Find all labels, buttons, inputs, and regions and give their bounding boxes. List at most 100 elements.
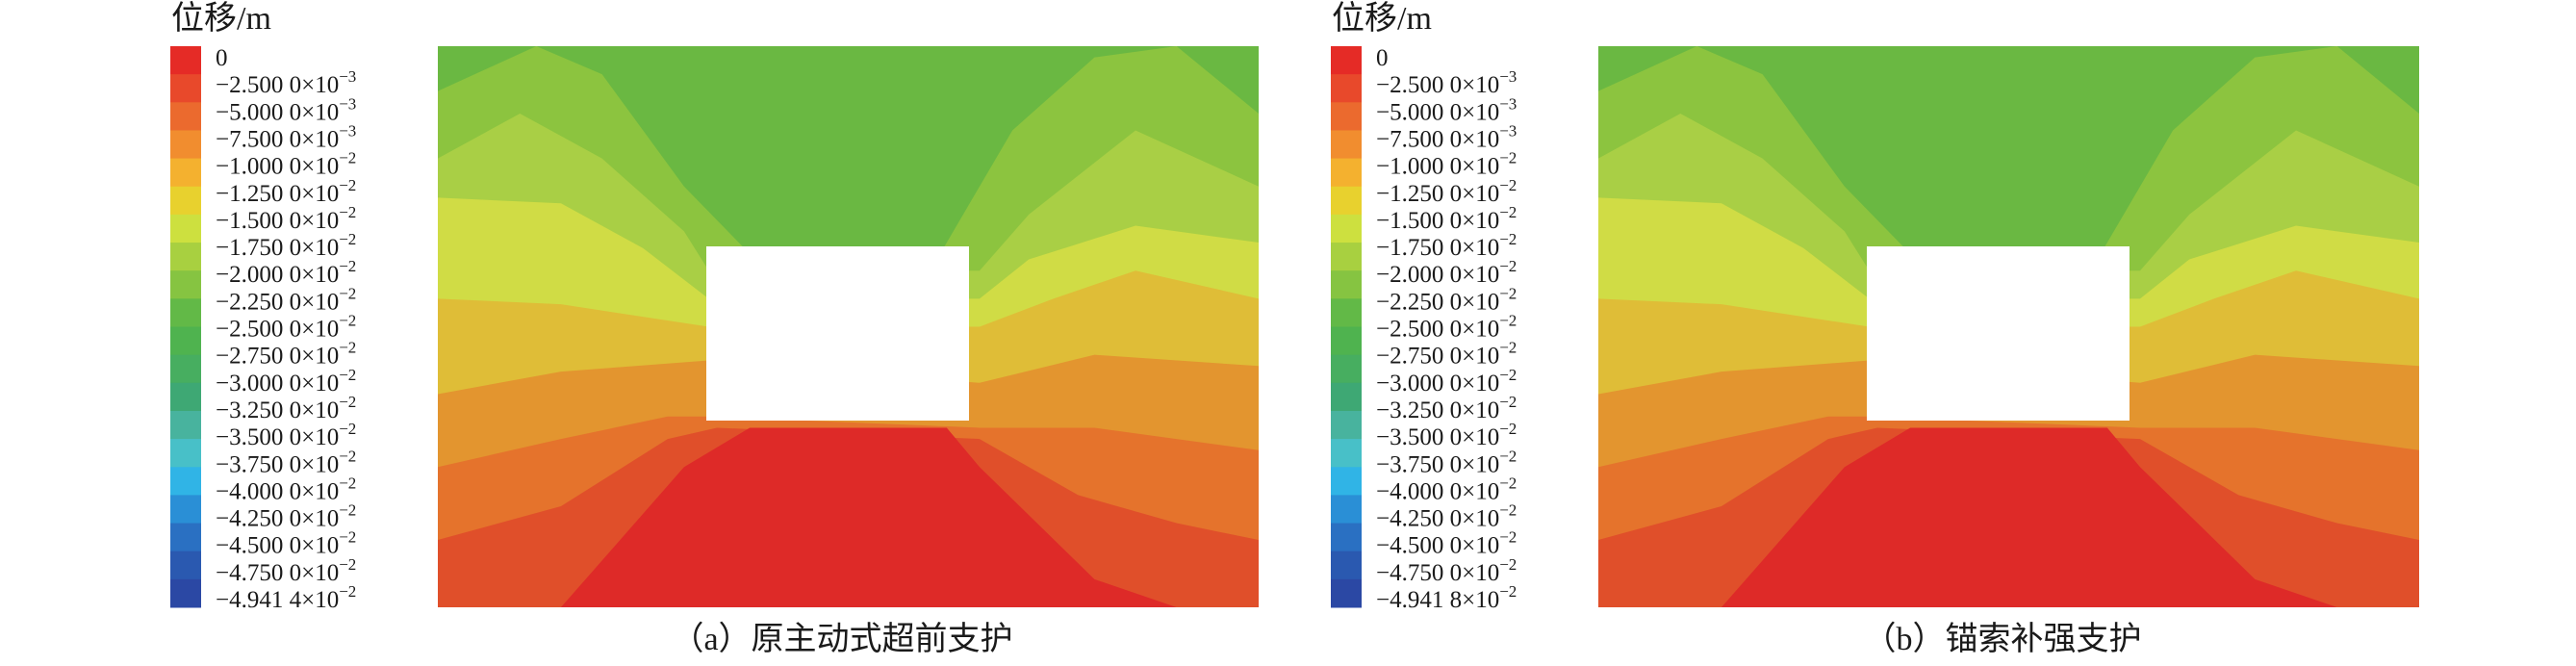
legend-label: −2.500 0×10−2 [216, 311, 356, 342]
label-exponent: −2 [339, 230, 356, 248]
legend-label: −3.250 0×10−2 [1376, 393, 1517, 423]
label-text: −1.750 0×10 [1376, 235, 1499, 261]
label-exponent: −2 [339, 528, 356, 547]
label-exponent: −2 [1499, 230, 1517, 248]
colorbar-segment [170, 186, 201, 216]
label-exponent: −2 [1499, 420, 1517, 438]
label-text: −4.250 0×10 [216, 505, 339, 531]
label-exponent: −3 [339, 94, 356, 113]
tunnel-opening [1867, 246, 2130, 421]
label-exponent: −2 [339, 149, 356, 167]
label-exponent: −2 [339, 474, 356, 492]
colorbar-segment [170, 270, 201, 299]
label-exponent: −2 [1499, 474, 1517, 492]
label-text: −4.250 0×10 [1376, 505, 1499, 531]
colorbar-segment [170, 326, 201, 356]
label-text: −5.000 0×10 [1376, 99, 1499, 125]
label-exponent: −2 [339, 447, 356, 465]
label-exponent: −2 [1499, 203, 1517, 221]
legend-label: −1.250 0×10−2 [216, 176, 356, 207]
legend-label: 0 [216, 45, 228, 71]
label-text: −3.500 0×10 [216, 424, 339, 450]
label-exponent: −2 [339, 555, 356, 574]
label-text: −2.250 0×10 [216, 289, 339, 315]
colorbar-segment [1331, 46, 1362, 75]
label-text: −2.750 0×10 [1376, 343, 1499, 369]
label-text: −3.250 0×10 [216, 397, 339, 423]
colorbar-segment [1331, 130, 1362, 160]
label-exponent: −3 [1499, 94, 1517, 113]
colorbar-segment [170, 382, 201, 412]
label-text: −1.250 0×10 [1376, 180, 1499, 206]
contour-plot [438, 46, 1259, 607]
label-exponent: −3 [1499, 121, 1517, 140]
legend-label: −4.000 0×10−2 [216, 474, 356, 504]
label-exponent: −2 [339, 420, 356, 438]
legend-label: −3.000 0×10−2 [1376, 366, 1517, 397]
legend-label: −4.250 0×10−2 [1376, 500, 1517, 531]
colorbar-segment [170, 354, 201, 384]
colorbar-segment [1331, 523, 1362, 552]
label-text: −2.500 0×10 [1376, 72, 1499, 98]
label-text: −4.750 0×10 [1376, 560, 1499, 586]
colorbar-segment [170, 46, 201, 75]
label-exponent: −2 [1499, 284, 1517, 302]
label-text: 0 [216, 45, 228, 71]
label-text: −2.000 0×10 [1376, 262, 1499, 288]
colorbar-segment [170, 130, 201, 160]
legend-title: 位移/m [171, 0, 271, 37]
label-text: −2.750 0×10 [216, 343, 339, 369]
colorbar-segment [1331, 186, 1362, 216]
colorbar-segment [1331, 439, 1362, 468]
colorbar-segment [170, 74, 201, 103]
legend-label: −1.500 0×10−2 [216, 203, 356, 234]
caption: （b）锚索补强支护 [1864, 621, 2142, 657]
label-text: −3.500 0×10 [1376, 424, 1499, 450]
colorbar-segment [1331, 102, 1362, 131]
legend-label: −2.750 0×10−2 [1376, 339, 1517, 370]
colorbar-segment [170, 410, 201, 440]
legend-label: −4.941 4×10−2 [216, 582, 356, 613]
legend-label: −1.500 0×10−2 [1376, 203, 1517, 234]
legend-label: −3.250 0×10−2 [216, 393, 356, 423]
legend-label: −2.000 0×10−2 [216, 257, 356, 288]
legend-label: −3.750 0×10−2 [216, 447, 356, 477]
legend-label: −2.500 0×10−3 [1376, 67, 1517, 98]
label-exponent: −2 [1499, 311, 1517, 329]
label-exponent: −2 [1499, 339, 1517, 357]
contour-plot [1598, 46, 2419, 607]
panel: 位移/m0−2.500 0×10−3−5.000 0×10−3−7.500 0×… [170, 0, 1259, 657]
panel: 位移/m0−2.500 0×10−3−5.000 0×10−3−7.500 0×… [1331, 0, 2419, 657]
label-exponent: −2 [1499, 366, 1517, 384]
label-text: 0 [1376, 45, 1389, 71]
legend-label: −1.250 0×10−2 [1376, 176, 1517, 207]
colorbar-segment [170, 523, 201, 552]
legend-label: −2.500 0×10−3 [216, 67, 356, 98]
colorbar-segment [1331, 467, 1362, 496]
label-text: −1.000 0×10 [216, 153, 339, 179]
caption: （a）原主动式超前支护 [671, 621, 1012, 657]
legend-label: −4.500 0×10−2 [1376, 528, 1517, 559]
colorbar-segment [1331, 354, 1362, 384]
label-text: −2.500 0×10 [216, 316, 339, 342]
label-exponent: −2 [339, 366, 356, 384]
legend-label: −4.750 0×10−2 [1376, 555, 1517, 586]
legend-label: −4.000 0×10−2 [1376, 474, 1517, 504]
colorbar-segment [1331, 270, 1362, 299]
legend-label: −2.000 0×10−2 [1376, 257, 1517, 288]
legend-label: −2.250 0×10−2 [216, 284, 356, 315]
label-text: −4.750 0×10 [216, 560, 339, 586]
label-text: −2.000 0×10 [216, 262, 339, 288]
colorbar-segment [1331, 410, 1362, 440]
label-exponent: −2 [339, 284, 356, 302]
label-text: −5.000 0×10 [216, 99, 339, 125]
label-text: −1.750 0×10 [216, 235, 339, 261]
label-exponent: −2 [339, 257, 356, 275]
legend-label: −1.000 0×10−2 [216, 149, 356, 180]
legend-label: −7.500 0×10−3 [1376, 121, 1517, 152]
legend-label: −3.500 0×10−2 [1376, 420, 1517, 450]
colorbar-segment [170, 495, 201, 525]
colorbar-segment [170, 298, 201, 327]
colorbar-segment [1331, 158, 1362, 188]
